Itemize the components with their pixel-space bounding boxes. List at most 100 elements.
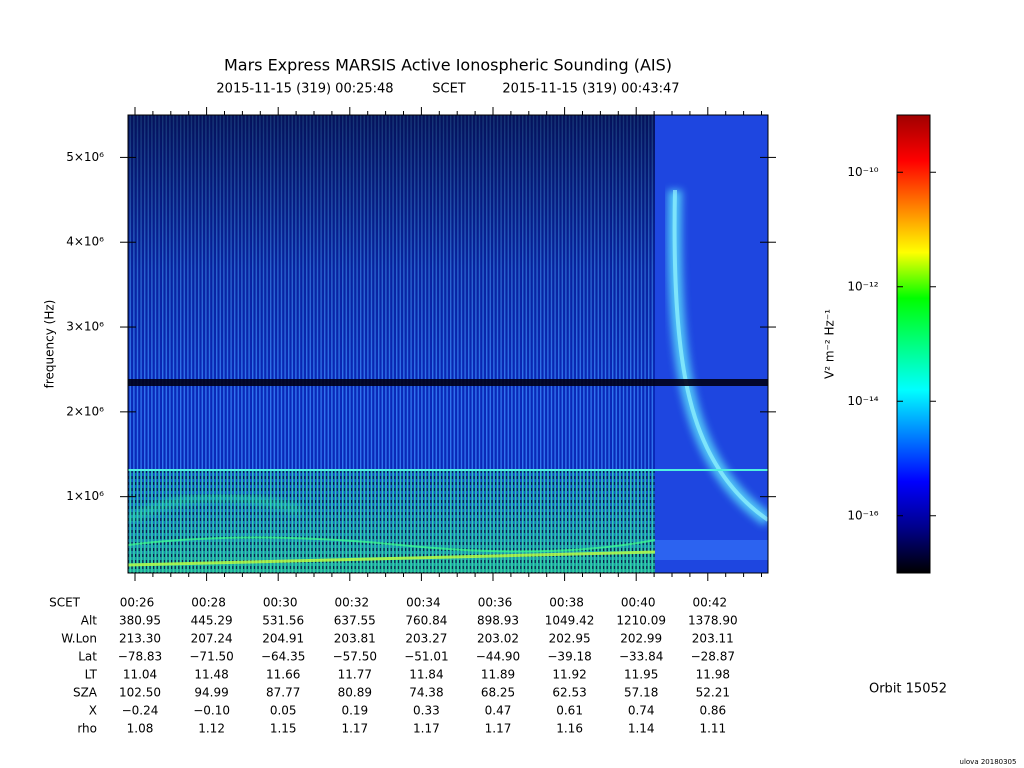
ephemeris-value: −0.24 xyxy=(122,704,159,718)
subtitle-scet: SCET xyxy=(432,82,466,97)
ephemeris-value: −28.87 xyxy=(691,650,735,664)
ephemeris-value: 202.99 xyxy=(620,632,662,646)
ephemeris-value: 0.05 xyxy=(270,704,297,718)
ephemeris-value: −33.84 xyxy=(619,650,663,664)
y-tick-label: 5×10⁶ xyxy=(66,150,104,164)
ephemeris-value: 1.17 xyxy=(413,722,440,736)
ephemeris-value: 0.61 xyxy=(556,704,583,718)
ephemeris-label: X xyxy=(89,704,97,718)
colorbar-label: V² m⁻² Hz⁻¹ xyxy=(823,309,837,379)
orbit: Orbit 15052 xyxy=(869,682,947,697)
x-tick-label: 00:38 xyxy=(549,596,584,610)
ephemeris-value: 207.24 xyxy=(191,632,233,646)
ephemeris-value: 203.81 xyxy=(334,632,376,646)
colorbar-tick-label: 10⁻¹⁴ xyxy=(847,394,878,408)
ephemeris-value: −39.18 xyxy=(547,650,591,664)
ephemeris-value: 80.89 xyxy=(338,686,372,700)
y-axis-label: frequency (Hz) xyxy=(43,300,57,389)
ephemeris-label: SZA xyxy=(73,686,98,700)
colorbar-tick-label: 10⁻¹² xyxy=(847,279,878,293)
ephemeris-value: 0.86 xyxy=(699,704,726,718)
ephemeris-value: 203.11 xyxy=(692,632,734,646)
ephemeris-value: 1.12 xyxy=(198,722,225,736)
x-tick-label: 00:40 xyxy=(621,596,656,610)
ephemeris-value: 0.47 xyxy=(485,704,512,718)
ephemeris-value: 11.89 xyxy=(481,668,515,682)
ephemeris-label: Lat xyxy=(78,650,97,664)
x-tick-label: 00:26 xyxy=(120,596,155,610)
ephemeris-value: 11.92 xyxy=(552,668,586,682)
x-tick-label: 00:34 xyxy=(406,596,441,610)
x-tick-label: 00:28 xyxy=(191,596,226,610)
ephemeris-value: 102.50 xyxy=(119,686,161,700)
chart-title: Mars Express MARSIS Active Ionospheric S… xyxy=(224,56,672,75)
ephemeris-value: 203.02 xyxy=(477,632,519,646)
ephemeris-value: 531.56 xyxy=(262,614,304,628)
ephemeris-value: 202.95 xyxy=(549,632,591,646)
y-tick-label: 4×10⁶ xyxy=(66,235,104,249)
ephemeris-value: 1049.42 xyxy=(545,614,595,628)
ephemeris-value: 1.08 xyxy=(127,722,154,736)
ephemeris-label: LT xyxy=(85,668,98,682)
ephemeris-value: 68.25 xyxy=(481,686,515,700)
ephemeris-value: 62.53 xyxy=(552,686,586,700)
ephemeris-value: −71.50 xyxy=(189,650,233,664)
ephemeris-value: 11.48 xyxy=(194,668,228,682)
ephemeris-value: 1.11 xyxy=(699,722,726,736)
ephemeris-value: 1.16 xyxy=(556,722,583,736)
subtitle-start: 2015-11-15 (319) 00:25:48 xyxy=(216,82,393,97)
ephemeris-value: 0.33 xyxy=(413,704,440,718)
x-tick-label: 00:32 xyxy=(335,596,370,610)
ephemeris-value: 1.17 xyxy=(341,722,368,736)
ephemeris-value: 11.95 xyxy=(624,668,658,682)
x-tick-label: 00:36 xyxy=(478,596,513,610)
ephemeris-value: 760.84 xyxy=(405,614,447,628)
ephemeris-value: 11.84 xyxy=(409,668,443,682)
ephemeris-label: Alt xyxy=(81,614,98,628)
credit: ulova 20180305 xyxy=(960,758,1017,766)
x-tick-label: 00:30 xyxy=(263,596,298,610)
ephemeris-value: 203.27 xyxy=(405,632,447,646)
ephemeris-label: rho xyxy=(77,722,97,736)
ephemeris-value: 380.95 xyxy=(119,614,161,628)
ephemeris-value: −78.83 xyxy=(118,650,162,664)
ephemeris-value: 11.77 xyxy=(338,668,372,682)
ephemeris-value: −64.35 xyxy=(261,650,305,664)
ephemeris-value: 74.38 xyxy=(409,686,443,700)
ephemeris-value: −44.90 xyxy=(476,650,520,664)
colorbar-tick-label: 10⁻¹⁰ xyxy=(847,165,878,179)
ephemeris-value: 87.77 xyxy=(266,686,300,700)
ephemeris-value: 1378.90 xyxy=(688,614,738,628)
ephemeris-value: −57.50 xyxy=(333,650,377,664)
spectrogram-image xyxy=(128,115,768,573)
ephemeris-value: 11.04 xyxy=(123,668,157,682)
ephemeris-value: 52.21 xyxy=(696,686,730,700)
ephemeris-value: 94.99 xyxy=(194,686,228,700)
ephemeris-value: 0.74 xyxy=(628,704,655,718)
ephemeris-value: 898.93 xyxy=(477,614,519,628)
colorbar-tick-label: 10⁻¹⁶ xyxy=(847,508,878,522)
ephemeris-value: 1.14 xyxy=(628,722,655,736)
ephemeris-value: 1.17 xyxy=(485,722,512,736)
ephemeris-value: −51.01 xyxy=(404,650,448,664)
subtitle-end: 2015-11-15 (319) 00:43:47 xyxy=(502,82,679,97)
y-tick-label: 2×10⁶ xyxy=(66,404,104,418)
ephemeris-value: 637.55 xyxy=(334,614,376,628)
x-row-label: SCET xyxy=(49,596,81,610)
ephemeris-value: 1.15 xyxy=(270,722,297,736)
ephemeris-value: 204.91 xyxy=(262,632,304,646)
x-tick-label: 00:42 xyxy=(693,596,728,610)
ephemeris-value: 213.30 xyxy=(119,632,161,646)
y-tick-label: 1×10⁶ xyxy=(66,489,104,503)
ephemeris-value: −0.10 xyxy=(193,704,230,718)
ephemeris-value: 445.29 xyxy=(191,614,233,628)
ephemeris-value: 0.19 xyxy=(341,704,368,718)
plot-frame xyxy=(127,114,769,574)
ephemeris-label: W.Lon xyxy=(61,632,97,646)
colorbar xyxy=(896,114,931,574)
ephemeris-value: 57.18 xyxy=(624,686,658,700)
ephemeris-value: 11.66 xyxy=(266,668,300,682)
ephemeris-value: 1210.09 xyxy=(616,614,666,628)
ephemeris-value: 11.98 xyxy=(696,668,730,682)
